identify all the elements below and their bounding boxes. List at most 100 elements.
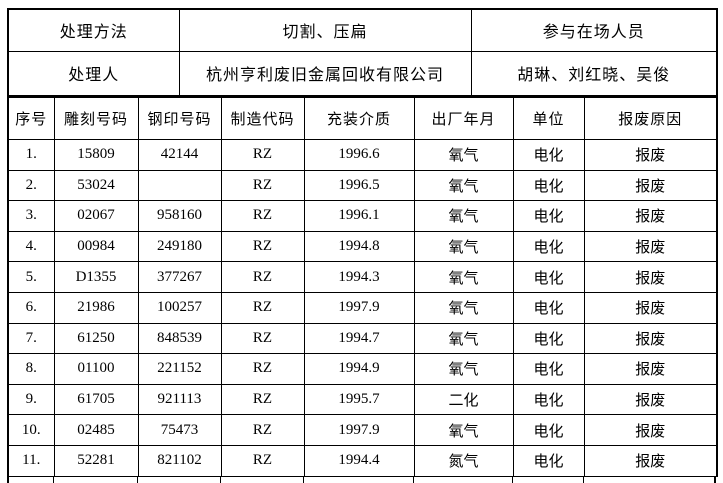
table-row: 4. 00984 249180 RZ 1994.8 氧气 电化 报废 xyxy=(7,230,718,263)
table-cell: 1996.6 xyxy=(303,139,415,171)
table-cell: RZ xyxy=(220,414,305,446)
table-cell: 11. xyxy=(7,444,55,477)
info-row-handler: 处理人 杭州亨利废旧金属回收有限公司 胡琳、刘红晓、吴俊 xyxy=(7,50,718,97)
records-body: 1. 15809 42144 RZ 1996.6 氧气 电化 报废 2. 53024 RZ 1996.… xyxy=(7,139,718,477)
table-cell: 电化 xyxy=(512,230,585,263)
table-cell: 电化 xyxy=(512,261,585,293)
table-cell: 氧气 xyxy=(413,230,514,263)
info-row-method: 处理方法 切割、压扁 参与在场人员 xyxy=(7,8,718,52)
table-cell: 01100 xyxy=(53,353,139,385)
table-cell: 00984 xyxy=(53,230,139,263)
table-row: 9. 61705 921113 RZ 1995.7 二化 电化 报废 xyxy=(7,383,718,416)
table-cell: 8. xyxy=(7,353,55,385)
table-row: 7. 61250 848539 RZ 1994.7 氧气 电化 报废 xyxy=(7,322,718,355)
table-cell: 61250 xyxy=(53,322,139,355)
table-cell: 氧气 xyxy=(413,353,514,385)
handler-label-cell: 处理人 xyxy=(7,50,180,97)
column-header-row: 序号 雕刻号码 钢印号码 制造代码 充装介质 出厂年月 单位 报废原因 xyxy=(7,97,718,140)
table-cell: 821102 xyxy=(137,444,222,477)
table-cell: 电化 xyxy=(512,322,585,355)
table-row: 3. 02067 958160 RZ 1996.1 氧气 电化 报废 xyxy=(7,200,718,232)
handler-value-cell: 杭州亨利废旧金属回收有限公司 xyxy=(178,50,472,97)
table-cell: RZ xyxy=(220,353,305,385)
table-cell: 1994.4 xyxy=(303,444,415,477)
table-cell: 氧气 xyxy=(413,139,514,171)
table-cell: 氮气 xyxy=(413,444,514,477)
table-cell: 6. xyxy=(7,291,55,324)
table-cell: 2. xyxy=(7,169,55,202)
table-cell: 7. xyxy=(7,322,55,355)
table-cell: 1996.1 xyxy=(303,200,415,232)
table-cell: 1994.3 xyxy=(303,261,415,293)
table-cell: 报废 xyxy=(583,383,718,416)
table-cell: 报废 xyxy=(583,261,718,293)
table-row: 5. D1355 377267 RZ 1994.3 氧气 电化 报废 xyxy=(7,261,718,293)
table-cell: 报废 xyxy=(583,444,718,477)
method-label-cell: 处理方法 xyxy=(7,8,180,52)
table-cell: 1994.9 xyxy=(303,353,415,385)
partial-cell xyxy=(9,476,54,483)
column-header-stamp-no: 钢印号码 xyxy=(137,97,222,140)
column-header-filling-medium: 充装介质 xyxy=(303,97,415,140)
table-cell: 02485 xyxy=(53,414,139,446)
table-cell: 电化 xyxy=(512,444,585,477)
table-cell: 报废 xyxy=(583,169,718,202)
table-cell: 1995.7 xyxy=(303,383,415,416)
table-cell: 5. xyxy=(7,261,55,293)
personnel-value-cell: 胡琳、刘红晓、吴俊 xyxy=(470,50,718,97)
table-cell: RZ xyxy=(220,322,305,355)
table-row: 6. 21986 100257 RZ 1997.9 氧气 电化 报废 xyxy=(7,291,718,324)
table-cell: 921113 xyxy=(137,383,222,416)
partial-cell xyxy=(513,476,584,483)
table-cell: 9. xyxy=(7,383,55,416)
partial-cell xyxy=(54,476,138,483)
table-cell: 氧气 xyxy=(413,414,514,446)
table-cell: 1996.5 xyxy=(303,169,415,202)
partial-cell xyxy=(221,476,304,483)
table-cell: 电化 xyxy=(512,200,585,232)
table-cell: 二化 xyxy=(413,383,514,416)
info-table: 处理方法 切割、压扁 参与在场人员 处理人 杭州亨利废旧金属回收有限公司 胡琳、… xyxy=(7,8,718,97)
table-cell: 3. xyxy=(7,200,55,232)
column-header-mfg-date: 出厂年月 xyxy=(413,97,514,140)
table-row: 1. 15809 42144 RZ 1996.6 氧气 电化 报废 xyxy=(7,139,718,171)
table-cell: 1997.9 xyxy=(303,414,415,446)
table-cell: 报废 xyxy=(583,230,718,263)
personnel-label-cell: 参与在场人员 xyxy=(470,8,718,52)
table-cell: 848539 xyxy=(137,322,222,355)
table-cell: 377267 xyxy=(137,261,222,293)
table-cell: 42144 xyxy=(137,139,222,171)
table-cell: 电化 xyxy=(512,353,585,385)
table-cell: 52281 xyxy=(53,444,139,477)
table-cell: 电化 xyxy=(512,139,585,171)
table-cell: RZ xyxy=(220,261,305,293)
table-row: 2. 53024 RZ 1996.5 氧气 电化 报废 xyxy=(7,169,718,202)
partial-cell xyxy=(138,476,221,483)
table-cell: 53024 xyxy=(53,169,139,202)
table-cell: 报废 xyxy=(583,139,718,171)
table-cell: RZ xyxy=(220,444,305,477)
records-table: 序号 雕刻号码 钢印号码 制造代码 充装介质 出厂年月 单位 报废原因 1. 15… xyxy=(7,97,718,477)
table-cell: 氧气 xyxy=(413,169,514,202)
table-cell: 电化 xyxy=(512,169,585,202)
table-cell: 报废 xyxy=(583,291,718,324)
partial-row xyxy=(7,476,716,483)
method-value-cell: 切割、压扁 xyxy=(178,8,472,52)
table-cell: 21986 xyxy=(53,291,139,324)
table-cell: 958160 xyxy=(137,200,222,232)
partial-cell xyxy=(304,476,414,483)
column-header-engraved-no: 雕刻号码 xyxy=(53,97,139,140)
partial-cell xyxy=(414,476,513,483)
column-header-unit: 单位 xyxy=(512,97,585,140)
table-cell: 10. xyxy=(7,414,55,446)
table-cell: 4. xyxy=(7,230,55,263)
table-cell: 1997.9 xyxy=(303,291,415,324)
table-cell: 报废 xyxy=(583,414,718,446)
table-cell: 61705 xyxy=(53,383,139,416)
table-cell xyxy=(137,169,222,202)
table-cell: 100257 xyxy=(137,291,222,324)
table-cell: 电化 xyxy=(512,291,585,324)
table-cell: D1355 xyxy=(53,261,139,293)
table-cell: 电化 xyxy=(512,414,585,446)
column-header-mfg-code: 制造代码 xyxy=(220,97,305,140)
